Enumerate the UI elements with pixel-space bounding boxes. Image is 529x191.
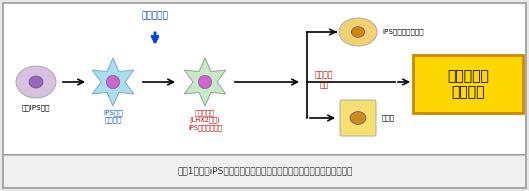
Circle shape	[106, 75, 120, 89]
Text: 遺伝子制御
(LHX2発現)
iPS由来肝星細胞: 遺伝子制御 (LHX2発現) iPS由来肝星細胞	[188, 109, 222, 131]
Text: ヒトiPS細胞: ヒトiPS細胞	[22, 104, 50, 111]
FancyBboxPatch shape	[3, 155, 526, 188]
Circle shape	[198, 75, 212, 89]
Text: ＜図1：ヒトiPS細胞由来肝星細胞誘導法の開発と再生医療への応用＞: ＜図1：ヒトiPS細胞由来肝星細胞誘導法の開発と再生医療への応用＞	[177, 167, 353, 176]
Text: 肝細胞: 肝細胞	[382, 115, 395, 121]
Ellipse shape	[339, 18, 377, 46]
Text: iPS由来肝前駆細胞: iPS由来肝前駆細胞	[382, 29, 424, 35]
Ellipse shape	[29, 76, 43, 88]
Ellipse shape	[350, 112, 366, 124]
Text: 成熟化を
促進: 成熟化を 促進	[315, 70, 333, 90]
Ellipse shape	[351, 27, 364, 37]
FancyBboxPatch shape	[3, 3, 526, 155]
Ellipse shape	[16, 66, 56, 98]
FancyBboxPatch shape	[413, 55, 523, 113]
Polygon shape	[184, 58, 226, 106]
Polygon shape	[92, 58, 134, 106]
Text: 遺伝子制御: 遺伝子制御	[142, 11, 168, 20]
FancyBboxPatch shape	[340, 100, 376, 136]
Text: iPS由来
肝星細胞: iPS由来 肝星細胞	[103, 109, 123, 123]
Text: 肝再生医療
への応用: 肝再生医療 への応用	[447, 69, 489, 99]
